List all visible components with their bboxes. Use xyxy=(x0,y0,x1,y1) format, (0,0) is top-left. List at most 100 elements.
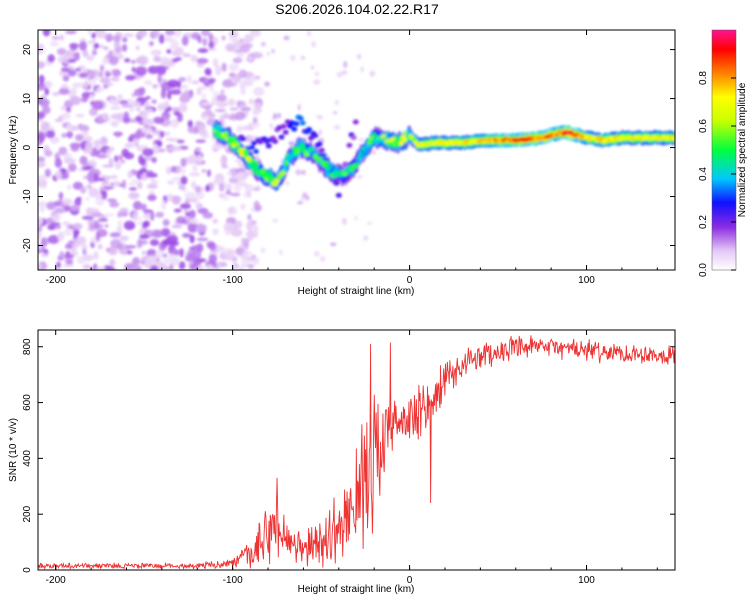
noise-speck xyxy=(296,200,304,205)
noise-speck xyxy=(145,96,151,100)
noise-speck xyxy=(242,251,253,256)
noise-speck xyxy=(314,71,320,77)
noise-speck xyxy=(318,129,322,136)
noise-speck xyxy=(229,192,241,197)
noise-speck xyxy=(201,30,211,37)
noise-speck xyxy=(225,82,238,87)
noise-speck xyxy=(196,237,209,242)
noise-speck xyxy=(182,52,191,58)
signal-blob xyxy=(252,149,259,155)
noise-speck xyxy=(253,102,262,111)
noise-speck xyxy=(161,87,166,94)
noise-speck xyxy=(95,196,105,206)
noise-speck xyxy=(171,224,183,229)
noise-speck xyxy=(67,58,77,63)
noise-speck xyxy=(114,45,123,54)
noise-speck xyxy=(200,112,208,120)
noise-speck xyxy=(96,153,108,159)
noise-speck xyxy=(181,35,189,46)
noise-speck xyxy=(165,166,172,175)
noise-speck xyxy=(252,224,259,235)
noise-speck xyxy=(170,89,182,95)
noise-speck xyxy=(218,193,227,198)
noise-speck xyxy=(128,187,137,191)
signal-blob xyxy=(297,115,304,121)
signal-blob xyxy=(323,161,330,167)
noise-speck xyxy=(167,180,175,185)
noise-speck xyxy=(206,169,212,178)
noise-speck xyxy=(62,201,70,206)
noise-speck xyxy=(38,180,45,189)
noise-speck xyxy=(169,145,182,152)
noise-speck xyxy=(372,149,376,155)
noise-speck xyxy=(236,127,245,131)
noise-speck xyxy=(212,228,219,235)
noise-speck xyxy=(179,248,184,258)
noise-speck xyxy=(194,147,202,153)
noise-speck xyxy=(234,111,245,121)
noise-speck xyxy=(135,45,140,51)
noise-speck xyxy=(110,113,123,120)
snr-x-ticks: -200 -100 0 100 xyxy=(46,330,658,586)
colorbar-tick-label: 0.6 xyxy=(698,119,709,133)
signal-blob xyxy=(670,136,675,141)
noise-speck xyxy=(132,211,138,222)
noise-speck xyxy=(178,77,187,82)
noise-speck xyxy=(72,181,83,190)
noise-speck xyxy=(167,90,172,100)
noise-speck xyxy=(369,70,376,77)
noise-speck xyxy=(128,191,140,200)
noise-speck xyxy=(233,47,237,54)
noise-speck xyxy=(52,92,61,96)
noise-speck xyxy=(59,250,65,259)
noise-speck xyxy=(193,127,199,134)
noise-speck xyxy=(116,93,123,102)
noise-speck xyxy=(212,218,218,224)
noise-speck xyxy=(55,170,63,180)
noise-speck xyxy=(163,100,170,109)
signal-blob xyxy=(272,138,279,144)
noise-speck xyxy=(155,211,165,218)
noise-speck xyxy=(334,100,339,106)
signal-blob xyxy=(253,165,259,171)
noise-speck xyxy=(236,51,244,59)
noise-speck xyxy=(144,108,154,114)
noise-speck xyxy=(127,170,133,179)
spectrogram-x-ticks: -200 -100 0 100 xyxy=(46,30,658,286)
noise-speck xyxy=(269,122,274,130)
noise-speck xyxy=(178,184,186,190)
noise-speck xyxy=(140,203,147,212)
signal-blob xyxy=(307,147,314,153)
noise-speck xyxy=(201,101,211,107)
noise-speck xyxy=(283,35,290,41)
noise-speck xyxy=(62,74,70,82)
noise-speck xyxy=(44,87,50,96)
y-tick-label: 200 xyxy=(22,505,33,522)
y-tick-label: 10 xyxy=(22,93,33,105)
noise-speck xyxy=(187,119,193,129)
noise-speck xyxy=(60,106,68,111)
noise-speck xyxy=(310,65,315,70)
noise-speck xyxy=(279,249,283,256)
noise-speck xyxy=(85,54,95,61)
noise-speck xyxy=(189,234,195,244)
noise-speck xyxy=(224,229,231,236)
noise-speck xyxy=(153,116,165,124)
noise-speck xyxy=(149,265,159,270)
noise-speck xyxy=(150,179,159,185)
noise-speck xyxy=(142,118,155,126)
noise-speck xyxy=(161,111,171,121)
noise-speck xyxy=(99,64,105,72)
noise-speck xyxy=(196,86,202,96)
noise-speck xyxy=(172,30,182,38)
noise-speck xyxy=(188,209,196,219)
noise-speck xyxy=(206,112,216,119)
noise-speck xyxy=(141,126,153,134)
noise-speck xyxy=(225,189,232,196)
noise-speck xyxy=(220,156,226,166)
noise-speck xyxy=(246,221,253,231)
noise-speck xyxy=(162,219,170,227)
noise-speck xyxy=(109,106,122,111)
noise-speck xyxy=(252,256,260,265)
noise-speck xyxy=(81,166,91,171)
